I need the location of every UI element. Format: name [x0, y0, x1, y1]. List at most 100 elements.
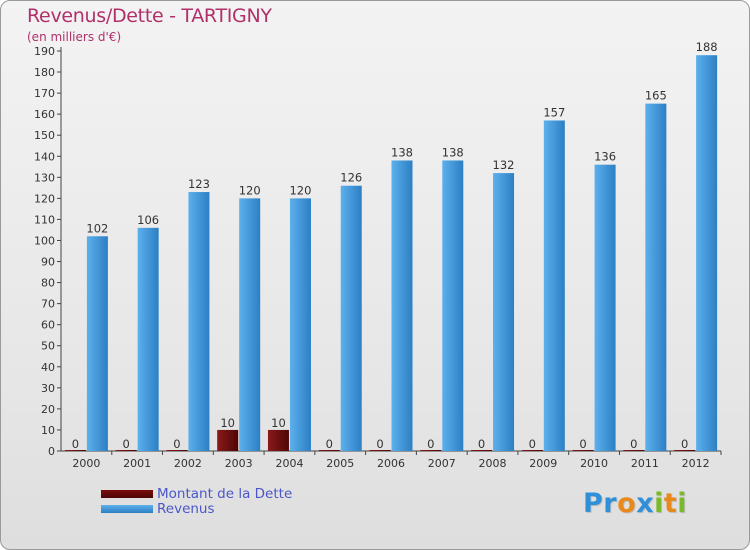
- bar-revenus: [289, 198, 311, 451]
- bar-dette: [420, 450, 442, 451]
- data-label-dette: 0: [427, 437, 434, 451]
- bar-dette: [572, 450, 594, 451]
- data-label-dette: 0: [72, 437, 79, 451]
- x-tick-label: 2010: [580, 457, 608, 470]
- data-label-dette: 10: [220, 416, 235, 430]
- bar-dette: [521, 450, 543, 451]
- y-tick-label: 40: [41, 361, 55, 374]
- data-label-revenus: 138: [391, 145, 413, 159]
- data-label-revenus: 132: [493, 158, 515, 172]
- y-tick-label: 90: [41, 256, 55, 269]
- data-label-revenus: 136: [594, 150, 616, 164]
- chart-title: Revenus/Dette - TARTIGNY: [27, 5, 272, 27]
- x-tick-label: 2002: [174, 457, 202, 470]
- proxiti-logo: Proxiti: [583, 488, 687, 519]
- y-tick-label: 30: [41, 382, 55, 395]
- y-tick-label: 50: [41, 340, 55, 353]
- y-tick-label: 70: [41, 298, 55, 311]
- y-tick-label: 160: [34, 108, 55, 121]
- data-label-dette: 0: [173, 437, 180, 451]
- y-tick-label: 180: [34, 66, 55, 79]
- logo-letter: x: [636, 488, 655, 519]
- y-tick-label: 20: [41, 403, 55, 416]
- bar-dette: [166, 450, 188, 451]
- bar-dette: [369, 450, 391, 451]
- data-label-revenus: 123: [188, 177, 210, 191]
- data-label-revenus: 120: [239, 183, 261, 197]
- logo-letter: i: [654, 488, 664, 519]
- data-label-revenus: 106: [137, 213, 159, 227]
- logo-letter: i: [677, 488, 688, 519]
- bar-dette: [64, 450, 86, 451]
- y-tick-label: 170: [34, 87, 55, 100]
- bar-dette: [115, 450, 137, 451]
- y-tick-label: 110: [34, 213, 55, 226]
- bar-revenus: [340, 185, 362, 451]
- bar-revenus: [442, 160, 464, 451]
- logo-letter: P: [583, 488, 604, 519]
- x-tick-label: 2012: [682, 457, 710, 470]
- bar-revenus: [543, 120, 565, 451]
- x-tick-label: 2001: [123, 457, 151, 470]
- data-label-revenus: 157: [543, 105, 565, 119]
- bar-revenus: [696, 55, 718, 452]
- legend-label-dette: Montant de la Dette: [157, 486, 293, 502]
- bar-dette: [318, 450, 340, 451]
- x-tick-label: 2011: [631, 457, 659, 470]
- y-tick-label: 100: [34, 234, 55, 247]
- data-label-revenus: 120: [289, 183, 311, 197]
- legend-swatch-revenus: [101, 505, 153, 513]
- data-label-revenus: 102: [86, 221, 108, 235]
- x-tick-label: 2006: [377, 457, 405, 470]
- x-tick-label: 2007: [428, 457, 456, 470]
- data-label-dette: 10: [271, 416, 286, 430]
- bar-dette: [674, 450, 696, 451]
- y-tick-label: 60: [41, 319, 55, 332]
- logo-letter: o: [617, 488, 637, 519]
- y-tick-label: 150: [34, 129, 55, 142]
- y-tick-label: 130: [34, 171, 55, 184]
- bar-revenus: [188, 192, 210, 452]
- bar-dette: [267, 429, 289, 451]
- x-tick-label: 2009: [529, 457, 557, 470]
- bar-revenus: [493, 173, 515, 451]
- y-tick-label: 10: [41, 424, 55, 437]
- logo-letter: t: [663, 488, 678, 519]
- x-tick-label: 2000: [72, 457, 100, 470]
- bar-dette: [623, 450, 645, 451]
- legend-swatch-dette: [101, 490, 153, 498]
- data-label-dette: 0: [579, 437, 586, 451]
- y-tick-label: 0: [48, 445, 55, 458]
- y-tick-label: 120: [34, 192, 55, 205]
- data-label-dette: 0: [376, 437, 383, 451]
- data-label-revenus: 126: [340, 171, 362, 185]
- x-tick-label: 2003: [225, 457, 253, 470]
- data-label-dette: 0: [681, 437, 688, 451]
- x-tick-label: 2008: [479, 457, 507, 470]
- bar-revenus: [645, 103, 667, 451]
- bar-revenus: [137, 227, 159, 451]
- bar-revenus: [86, 236, 108, 451]
- bar-revenus: [594, 164, 616, 451]
- data-label-dette: 0: [326, 437, 333, 451]
- data-label-dette: 0: [478, 437, 485, 451]
- y-tick-label: 80: [41, 277, 55, 290]
- chart-subtitle: (en milliers d'€): [27, 30, 122, 44]
- data-label-dette: 0: [122, 437, 129, 451]
- y-tick-label: 190: [34, 45, 55, 58]
- data-label-dette: 0: [529, 437, 536, 451]
- x-tick-label: 2005: [326, 457, 354, 470]
- bar-dette: [471, 450, 493, 451]
- data-label-revenus: 165: [645, 89, 667, 103]
- y-tick-label: 140: [34, 150, 55, 163]
- data-label-revenus: 138: [442, 145, 464, 159]
- bar-dette: [217, 429, 239, 451]
- bar-revenus: [391, 160, 413, 451]
- data-label-revenus: 188: [696, 40, 718, 54]
- logo-letter: r: [603, 488, 618, 519]
- bar-revenus: [239, 198, 261, 451]
- x-tick-label: 2004: [275, 457, 303, 470]
- legend-label-revenus: Revenus: [157, 501, 215, 517]
